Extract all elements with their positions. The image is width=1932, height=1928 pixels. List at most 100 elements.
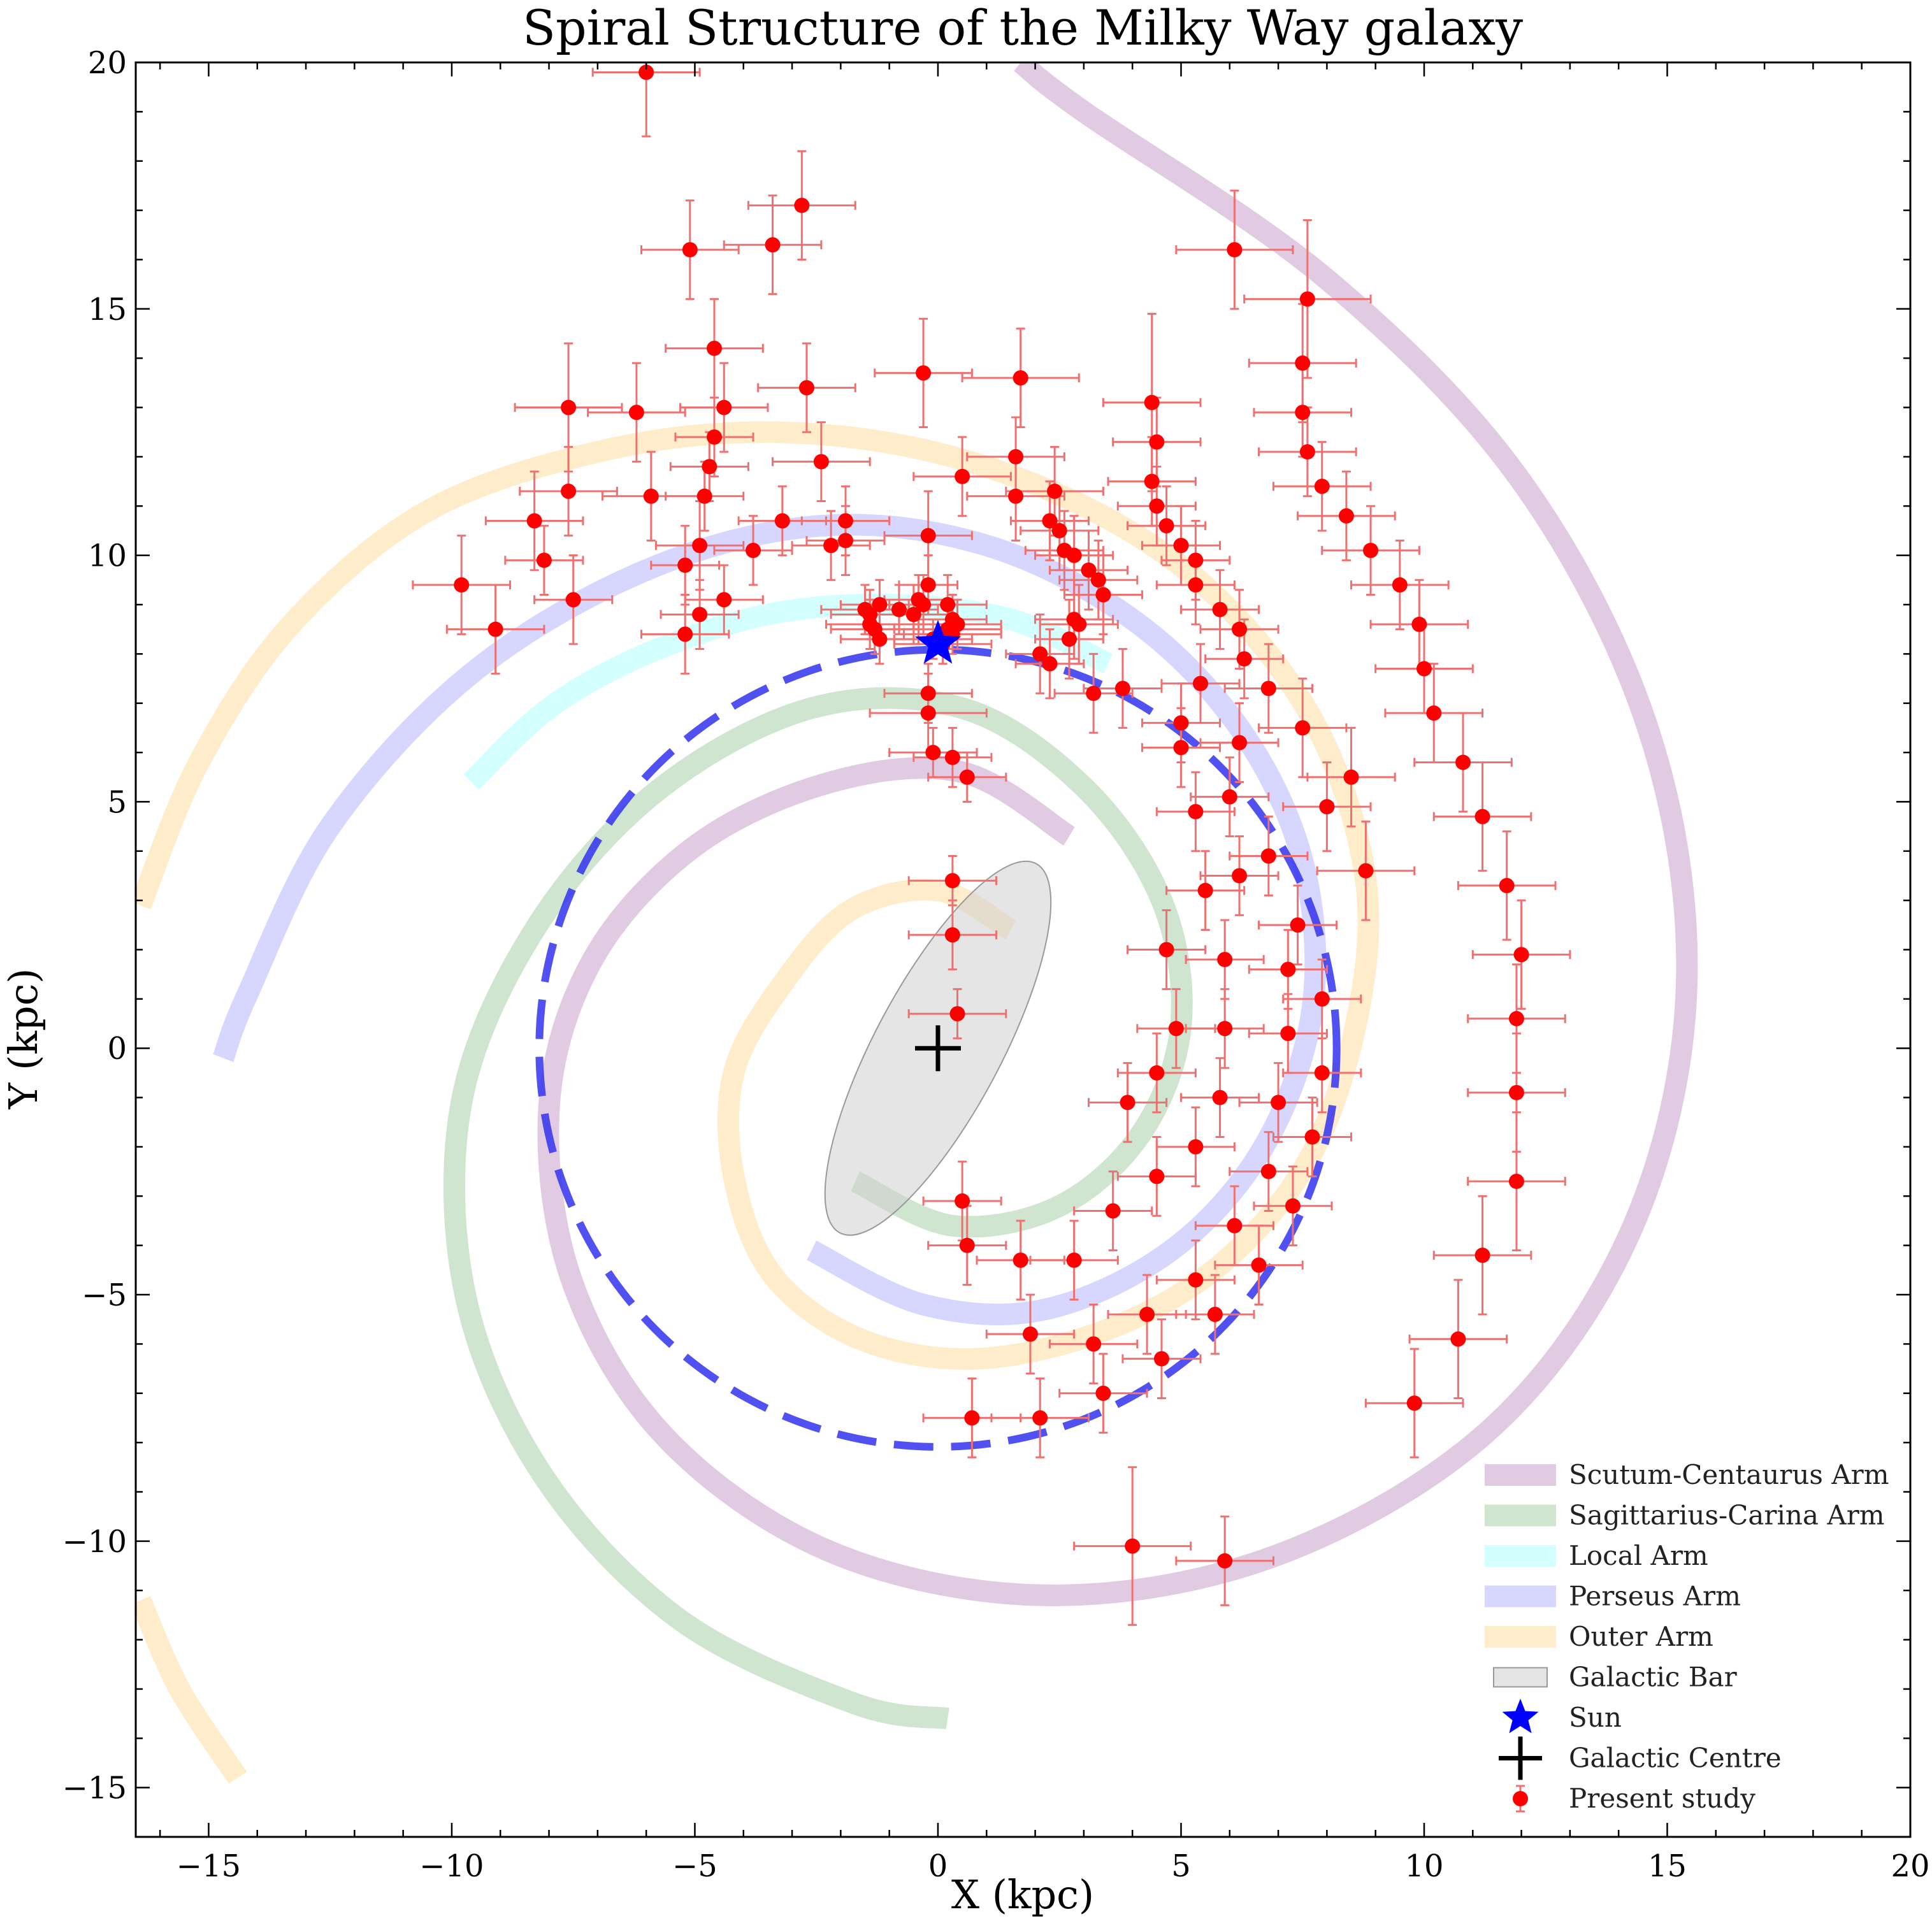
data-point: [1314, 991, 1330, 1007]
legend-item: Perseus Arm: [1485, 1581, 1741, 1612]
data-point: [1032, 646, 1048, 662]
data-point: [1338, 508, 1354, 524]
legend-label: Perseus Arm: [1569, 1581, 1741, 1612]
legend: Scutum-Centaurus Arm Sagittarius-Carina A…: [1485, 1459, 1889, 1814]
data-point: [1193, 675, 1208, 691]
data-point: [1217, 1553, 1233, 1569]
data-point: [838, 513, 853, 529]
y-tick-label: 0: [107, 1031, 127, 1067]
data-point: [1022, 1326, 1038, 1342]
data-point: [1508, 1011, 1524, 1026]
data-point: [964, 1410, 980, 1426]
data-point: [1066, 1252, 1082, 1268]
data-point: [1299, 444, 1315, 460]
legend-label: Sun: [1569, 1702, 1622, 1733]
data-point: [1232, 621, 1248, 637]
y-tick-label: 10: [88, 538, 127, 574]
data-point: [920, 528, 936, 543]
y-axis-title: Y (kpc): [0, 968, 47, 1110]
data-point: [813, 454, 829, 470]
data-point: [1474, 809, 1490, 824]
spiral-arm-2-0: [463, 593, 1113, 790]
data-point: [1086, 686, 1102, 701]
x-tick-label: −10: [419, 1848, 484, 1884]
data-point: [1304, 1129, 1320, 1145]
data-point: [1450, 1331, 1466, 1347]
data-point: [798, 380, 814, 396]
data-point: [1144, 394, 1160, 410]
data-point: [1114, 680, 1130, 696]
sun-marker: [914, 619, 962, 664]
data-point: [823, 538, 839, 554]
legend-item: Scutum-Centaurus Arm: [1485, 1459, 1889, 1490]
data-point: [1474, 1248, 1490, 1263]
data-point: [536, 552, 552, 568]
data-point: [1071, 616, 1087, 632]
data-point: [1499, 877, 1515, 893]
data-point: [1149, 1065, 1165, 1081]
data-point: [1105, 1203, 1121, 1219]
data-point: [454, 577, 470, 593]
data-point: [1295, 405, 1311, 421]
data-point: [1149, 498, 1165, 514]
data-point: [1236, 651, 1252, 667]
data-point: [1173, 740, 1189, 756]
x-tick-label: 15: [1648, 1848, 1687, 1884]
legend-item: Galactic Bar: [1493, 1662, 1738, 1693]
data-point: [1319, 799, 1335, 815]
legend-label: Outer Arm: [1569, 1621, 1713, 1652]
x-tick-label: −15: [177, 1848, 241, 1884]
x-tick-label: −5: [672, 1848, 717, 1884]
data-point: [561, 484, 577, 500]
data-point: [1232, 868, 1248, 884]
data-point: [1120, 1095, 1135, 1111]
data-point: [1299, 291, 1315, 307]
data-point: [1158, 942, 1174, 958]
y-tick-label: 15: [88, 292, 127, 327]
legend-item: Local Arm: [1485, 1540, 1708, 1571]
spiral-arm-3-0: [213, 514, 1327, 1326]
data-point: [1188, 552, 1204, 568]
data-point: [1149, 1169, 1165, 1184]
data-point: [925, 745, 941, 761]
data-point: [955, 1193, 970, 1209]
spiral-arm-1-0: [443, 687, 1193, 1730]
y-tick-label: −10: [62, 1524, 127, 1560]
data-point: [1042, 656, 1058, 672]
data-point: [1260, 1163, 1276, 1179]
data-point: [1358, 863, 1374, 879]
data-point: [872, 596, 888, 612]
x-axis-title: X (kpc): [951, 1871, 1094, 1918]
errorbar: [1185, 988, 1265, 1069]
legend-swatch: [1502, 1699, 1539, 1734]
spiral-arm-0-0: [537, 62, 1698, 1606]
data-point: [862, 616, 878, 632]
data-point: [1290, 917, 1306, 933]
axes: −15 −10 −5 0 5 10 15 20 −15 −10 −5 0 5 10 15 20: [62, 45, 1930, 1884]
data-point: [920, 686, 936, 701]
data-point: [765, 237, 781, 253]
data-point: [1212, 601, 1228, 617]
spiral-arm-4-0: [136, 421, 1380, 1370]
data-point: [565, 592, 581, 608]
data-point: [1188, 1139, 1204, 1155]
data-point: [696, 488, 712, 504]
data-point: [940, 621, 956, 637]
data-point: [920, 577, 936, 593]
legend-swatch: [1513, 1791, 1528, 1806]
data-point: [949, 1006, 965, 1022]
data-point: [1008, 449, 1024, 464]
data-point: [1168, 1021, 1184, 1037]
data-point: [916, 365, 932, 381]
x-tick-label: 20: [1891, 1848, 1929, 1884]
data-point: [1158, 518, 1174, 534]
data-point: [1295, 355, 1311, 371]
data-point: [959, 769, 975, 785]
x-tick-label: 5: [1171, 1848, 1191, 1884]
legend-label: Local Arm: [1569, 1540, 1708, 1571]
data-point: [526, 513, 542, 529]
data-point: [628, 405, 644, 421]
data-point: [487, 621, 503, 637]
data-point: [1426, 705, 1442, 721]
